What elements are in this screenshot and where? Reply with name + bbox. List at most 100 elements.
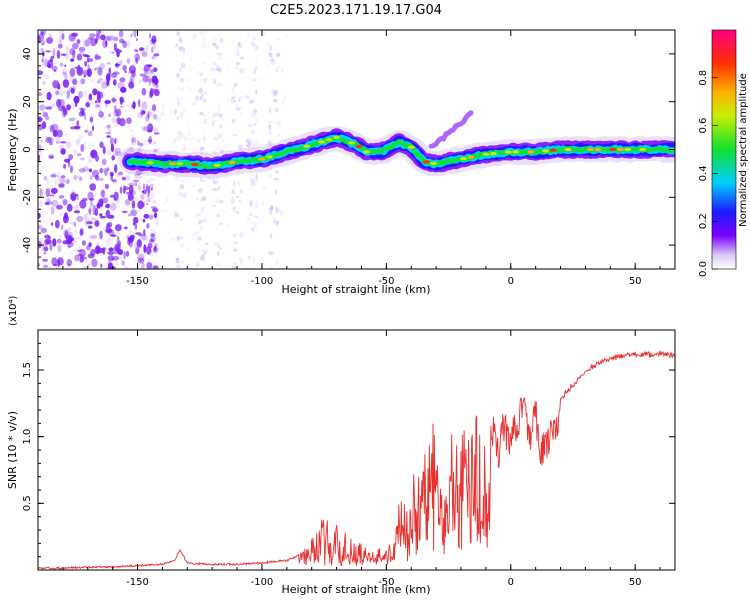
heatmap-noise-cell: [231, 96, 236, 99]
heatmap-noise-cell: [190, 237, 195, 241]
heatmap-noise-cell: [178, 48, 181, 51]
heatmap-noise-cell: [213, 180, 219, 184]
heatmap-noise-cell: [41, 244, 46, 252]
heatmap-noise-cell: [202, 61, 207, 65]
heatmap-noise-cell: [76, 53, 83, 61]
heatmap-noise-cell: [101, 158, 107, 166]
heatmap-noise-cell: [235, 108, 241, 111]
heatmap-noise-cell: [38, 91, 43, 97]
heatmap-noise-cell: [57, 171, 61, 174]
heatmap-noise-cell: [65, 177, 70, 185]
heatmap-noise-cell: [38, 48, 45, 55]
heatmap-noise-cell: [55, 129, 62, 138]
heatmap-noise-cell: [91, 143, 95, 148]
heatmap-noise-cell: [261, 185, 267, 191]
heatmap-noise-cell: [83, 141, 86, 146]
heatmap-noise-cell: [217, 185, 220, 191]
heatmap-noise-cell: [180, 179, 185, 182]
heatmap-noise-cell: [99, 230, 103, 240]
heatmap-noise-cell: [215, 197, 218, 204]
heatmap-noise-cell: [90, 149, 98, 159]
heatmap-noise-cell: [98, 111, 104, 118]
heatmap-noise-cell: [132, 101, 136, 109]
heatmap-noise-cell: [48, 194, 55, 197]
heatmap-noise-cell: [142, 237, 149, 243]
heatmap-noise-cell: [270, 58, 275, 62]
heatmap-noise-cell: [232, 92, 237, 99]
heatmap-noise-cell: [102, 115, 106, 121]
heatmap-noise-cell: [239, 56, 245, 60]
heatmap-noise-cell: [66, 259, 73, 266]
heatmap-noise-cell: [152, 128, 157, 134]
heatmap-noise-cell: [216, 145, 222, 151]
heatmap-noise-cell: [65, 162, 71, 165]
heatmap-noise-cell: [95, 242, 100, 245]
heatmap-noise-cell: [231, 90, 235, 93]
heatmap-noise-cell: [133, 248, 139, 252]
heatmap-noise-cell: [75, 139, 80, 146]
heatmap-noise-cell: [199, 79, 203, 84]
heatmap-noise-cell: [137, 185, 141, 192]
colorbar-tick-label: 0.4: [698, 165, 709, 181]
heatmap-noise-cell: [147, 258, 152, 262]
heatmap-noise-cell: [152, 141, 157, 145]
heatmap-noise-cell: [49, 141, 54, 146]
heatmap-noise-cell: [198, 247, 201, 254]
heatmap-noise-cell: [201, 31, 205, 38]
heatmap-noise-cell: [48, 185, 52, 191]
heatmap-noise-cell: [238, 257, 244, 262]
heatmap-noise-cell: [68, 75, 73, 83]
heatmap-noise-cell: [76, 137, 81, 143]
heatmap-noise-cell: [89, 234, 92, 240]
heatmap-noise-cell: [270, 233, 273, 239]
heatmap-noise-cell: [58, 39, 63, 43]
heatmap-noise-cell: [78, 244, 81, 251]
heatmap-noise-cell: [124, 199, 131, 206]
heatmap-noise-cell: [145, 185, 149, 192]
heatmap-noise-cell: [115, 108, 122, 117]
heatmap-noise-cell: [76, 39, 81, 44]
heatmap-hotspot: [191, 163, 199, 167]
heatmap-noise-cell: [137, 253, 145, 261]
heatmap-noise-cell: [189, 186, 194, 189]
heatmap-noise-cell: [153, 212, 158, 219]
heatmap-noise-cell: [262, 31, 267, 37]
heatmap-noise-cell: [269, 52, 273, 58]
heatmap-noise-cell: [200, 225, 203, 231]
heatmap-hotspot: [624, 147, 632, 152]
heatmap-noise-cell: [89, 175, 93, 180]
heatmap-noise-cell: [218, 55, 222, 62]
heatmap-noise-cell: [92, 88, 98, 96]
heatmap-noise-cell: [91, 258, 98, 268]
heatmap-noise-cell: [100, 167, 106, 174]
heatmap-noise-cell: [249, 99, 255, 104]
heatmap-noise-cell: [277, 133, 280, 137]
heatmap-noise-cell: [65, 96, 71, 100]
heatmap-noise-cell: [123, 265, 128, 269]
heatmap-noise-cell: [274, 205, 279, 210]
heatmap-noise-cell: [153, 44, 159, 53]
heatmap-noise-cell: [113, 109, 119, 117]
heatmap-noise-cell: [246, 266, 250, 269]
heatmap-noise-cell: [45, 198, 52, 206]
heatmap-noise-cell: [55, 90, 60, 96]
heatmap-noise-cell: [178, 46, 184, 51]
heatmap-noise-cell: [122, 41, 128, 49]
heatmap-noise-cell: [150, 231, 157, 234]
heatmap-noise-cell: [233, 83, 237, 87]
heatmap-noise-cell: [212, 78, 217, 85]
heatmap-noise-cell: [38, 105, 41, 112]
heatmap-x-tick-label: 50: [629, 276, 642, 287]
heatmap-hotspot: [504, 150, 512, 154]
heatmap-noise-cell: [176, 213, 180, 218]
heatmap-noise-cell: [279, 209, 284, 216]
heatmap-noise-cell: [247, 141, 253, 145]
heatmap-noise-cell: [63, 164, 67, 169]
heatmap-noise-cell: [163, 243, 168, 247]
snr-y-tick-label: 0.5: [22, 495, 33, 511]
heatmap-noise-cell: [238, 42, 243, 48]
heatmap-noise-cell: [133, 216, 139, 224]
heatmap-noise-cell: [235, 103, 240, 110]
heatmap-noise-cell: [149, 228, 156, 232]
heatmap-noise-cell: [70, 87, 75, 94]
